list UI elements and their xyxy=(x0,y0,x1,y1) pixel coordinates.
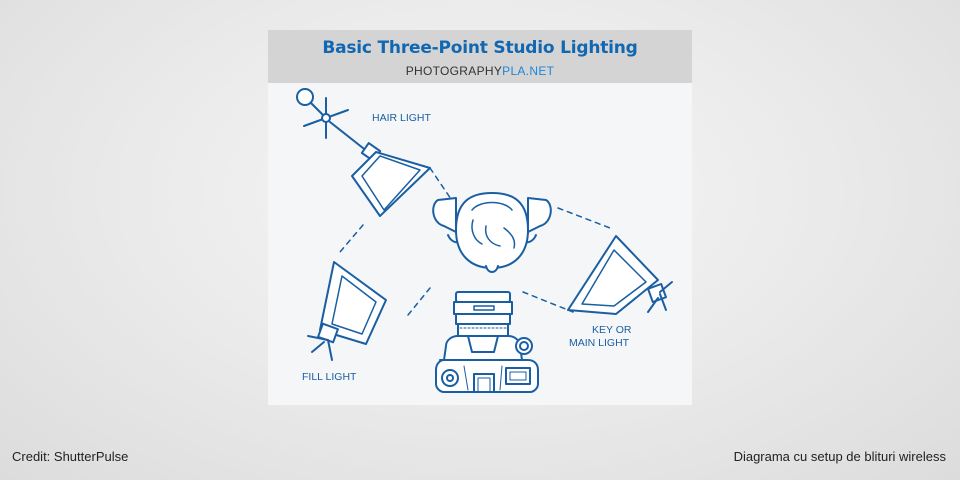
camera-icon xyxy=(435,291,539,393)
subject-head-icon xyxy=(432,192,552,273)
key-light-path-upper xyxy=(557,207,611,229)
hair-light-label: HAIR LIGHT xyxy=(372,112,432,124)
fill-light-path-lower xyxy=(407,287,431,316)
diagram-title: Basic Three-Point Studio Lighting xyxy=(322,38,638,58)
key-light-softbox-icon xyxy=(567,235,673,315)
lighting-diagram: HAIR LIGHT KEY OR MAIN LIGHT FILL LIGHT xyxy=(296,88,673,393)
hair-light-path xyxy=(429,167,454,203)
light-paths xyxy=(339,167,611,316)
key-light-label-line2: MAIN LIGHT xyxy=(569,337,630,349)
credit-text: Credit: ShutterPulse xyxy=(12,449,129,464)
hair-light-softbox-icon xyxy=(296,88,431,217)
diagram-header: Basic Three-Point Studio Lighting PHOTOG… xyxy=(268,30,692,83)
key-light-path-lower xyxy=(522,291,574,313)
site-name-accent: PLA.NET xyxy=(502,64,555,78)
fill-light-softbox-icon xyxy=(307,261,387,361)
fill-light-path-upper xyxy=(339,224,364,253)
caption-text: Diagrama cu setup de blituri wireless xyxy=(733,449,946,464)
fill-light-label: FILL LIGHT xyxy=(302,371,357,383)
key-light-label-line1: KEY OR xyxy=(592,324,632,336)
diagram-card: Basic Three-Point Studio Lighting PHOTOG… xyxy=(268,30,692,405)
site-name-primary: PHOTOGRAPHY xyxy=(405,64,503,78)
site-name: PHOTOGRAPHYPLA.NET xyxy=(268,64,692,78)
